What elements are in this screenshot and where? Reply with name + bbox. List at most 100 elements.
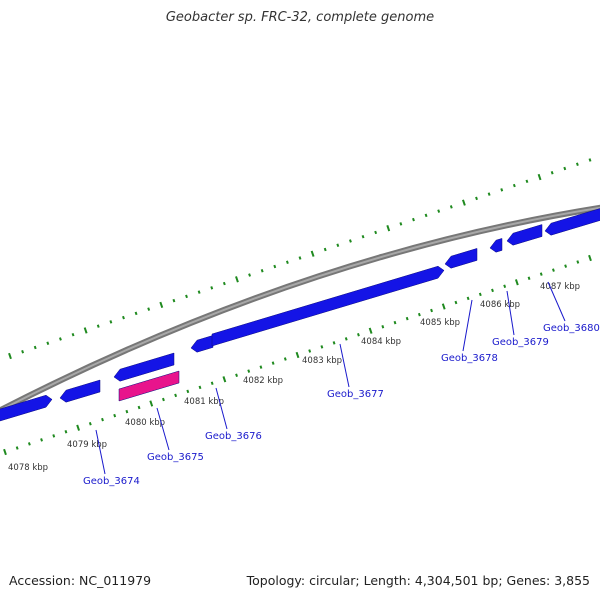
minor-tick — [172, 298, 176, 303]
minor-tick — [357, 333, 360, 337]
gene-arrow[interactable] — [0, 394, 53, 424]
minor-tick — [437, 209, 441, 213]
minor-tick — [552, 268, 555, 272]
gene-label-leader — [506, 290, 515, 336]
gene-label[interactable]: Geob_3679 — [492, 337, 549, 348]
genome-stats: Topology: circular; Length: 4,304,501 bp… — [246, 573, 590, 588]
major-tick — [386, 225, 391, 232]
major-tick — [514, 279, 519, 286]
minor-tick — [405, 316, 409, 321]
minor-tick — [349, 239, 352, 243]
gene-label[interactable]: Geob_3674 — [83, 476, 140, 487]
minor-tick — [298, 256, 302, 260]
minor-tick — [260, 269, 264, 273]
accession-label: Accession: NC_011979 — [9, 573, 152, 588]
gene-arrow[interactable] — [59, 379, 101, 403]
minor-tick — [430, 308, 433, 313]
major-tick — [83, 327, 88, 334]
minor-tick — [273, 264, 277, 269]
minor-tick — [393, 320, 397, 325]
minor-tick — [101, 417, 104, 422]
minor-tick — [40, 438, 43, 442]
minor-tick — [197, 290, 201, 294]
minor-tick — [174, 393, 178, 398]
minor-tick — [235, 373, 238, 377]
major-tick — [368, 327, 373, 334]
major-tick — [441, 303, 446, 310]
minor-tick — [417, 312, 421, 317]
minor-tick — [323, 247, 327, 252]
major-tick — [537, 173, 542, 181]
gene-arrow[interactable] — [113, 352, 175, 382]
gene-arrow[interactable] — [506, 224, 543, 246]
minor-tick — [247, 369, 251, 373]
gene-arrow[interactable] — [444, 248, 478, 269]
kbp-scale-label: 4081 kbp — [184, 397, 224, 407]
minor-tick — [162, 397, 165, 402]
gene-label[interactable]: Geob_3680 — [543, 323, 600, 334]
minor-tick — [374, 230, 378, 235]
minor-tick — [576, 260, 580, 264]
kbp-scale-label: 4087 kbp — [540, 282, 580, 292]
minor-tick — [271, 361, 275, 365]
genome-backbone-highlight — [0, 206, 600, 412]
gene-arrow[interactable] — [489, 238, 503, 253]
minor-tick — [283, 357, 287, 361]
kbp-scale-label: 4078 kbp — [8, 463, 48, 473]
minor-tick — [186, 389, 190, 394]
minor-tick — [491, 288, 494, 293]
gene-label[interactable]: Geob_3675 — [147, 452, 204, 463]
minor-tick — [563, 166, 567, 171]
gene-label-leader — [156, 407, 170, 451]
minor-tick — [285, 260, 289, 265]
gene-label[interactable]: Geob_3677 — [327, 389, 384, 400]
gene-arrow[interactable] — [544, 207, 600, 236]
major-tick — [462, 199, 466, 206]
gene-arrow[interactable] — [190, 335, 214, 353]
minor-tick — [27, 442, 31, 446]
minor-tick — [185, 294, 188, 299]
minor-tick — [21, 349, 25, 354]
minor-tick — [46, 341, 50, 345]
minor-tick — [198, 385, 202, 390]
minor-tick — [122, 315, 125, 320]
minor-tick — [381, 324, 385, 329]
minor-tick — [52, 434, 56, 438]
major-tick — [76, 424, 81, 431]
gene-arrow[interactable] — [211, 265, 445, 347]
gene-label-leader — [462, 299, 473, 352]
kbp-scale-label: 4086 kbp — [480, 300, 520, 310]
gene-label[interactable]: Geob_3676 — [205, 431, 262, 442]
minor-tick — [308, 349, 312, 353]
map-title: Geobacter sp. FRC-32, complete genome — [165, 10, 435, 25]
major-tick — [235, 276, 239, 283]
gene-label-leader — [547, 281, 566, 322]
minor-tick — [147, 307, 151, 311]
gene-label-leader — [215, 387, 228, 430]
minor-tick — [259, 365, 263, 369]
minor-tick — [15, 446, 19, 450]
minor-tick — [475, 196, 478, 201]
minor-tick — [525, 179, 529, 184]
minor-tick — [466, 296, 470, 301]
gene-label-leader — [95, 429, 106, 475]
minor-tick — [399, 222, 403, 226]
gene-label[interactable]: Geob_3678 — [441, 353, 498, 364]
minor-tick — [125, 409, 129, 414]
minor-tick — [210, 381, 214, 386]
minor-tick — [59, 337, 62, 341]
minor-tick — [134, 311, 138, 316]
minor-tick — [527, 276, 531, 280]
minor-tick — [512, 183, 516, 188]
minor-tick — [109, 320, 113, 324]
major-tick — [588, 254, 592, 262]
major-tick — [222, 376, 227, 383]
minor-tick — [33, 345, 37, 350]
minor-tick — [550, 171, 554, 175]
outer-tick-row — [8, 158, 592, 360]
minor-tick — [113, 413, 117, 418]
gene-arrow-highlighted[interactable] — [118, 370, 180, 402]
minor-tick — [71, 332, 75, 337]
major-tick — [310, 250, 315, 257]
